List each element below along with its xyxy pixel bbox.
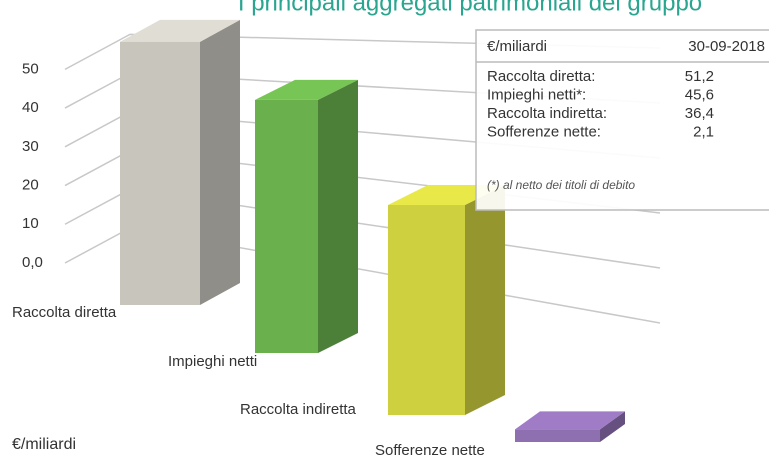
table-row-label: Raccolta indiretta: [487, 105, 607, 122]
bar-top [120, 19, 240, 42]
bar [388, 204, 465, 415]
table-row-label: Impieghi netti*: [487, 86, 586, 103]
table-row-value: 36,4 [685, 105, 714, 122]
table-row-value: 45,6 [685, 86, 714, 103]
bar-side [465, 184, 505, 415]
bar-top [255, 79, 358, 100]
table-note: (*) al netto dei titoli di debito [487, 178, 635, 192]
x-tick-label: Impieghi netti [168, 353, 257, 370]
chart-title: I principali aggregati patrimoniali del … [238, 0, 702, 16]
bar-side [318, 79, 358, 354]
bars [120, 19, 625, 442]
table-row-value: 51,2 [685, 68, 714, 85]
y-tick-label: 10 [22, 215, 39, 232]
bar [255, 99, 318, 353]
table-header: €/miliardi [487, 38, 547, 55]
bar-top [515, 411, 625, 430]
bar-side [200, 19, 240, 305]
y-tick-label: 50 [22, 60, 39, 77]
bar-side [600, 411, 625, 442]
x-tick-label: Raccolta diretta [12, 304, 117, 321]
y-tick-label: 30 [22, 138, 39, 155]
table-row-label: Sofferenze nette: [487, 123, 601, 140]
y-tick-label: 0,0 [22, 254, 43, 271]
y-tick-label: 40 [22, 99, 39, 116]
table-header: 30-09-2018 [688, 38, 765, 55]
table-box [475, 29, 769, 211]
x-tick-label: Sofferenze nette [375, 442, 485, 456]
bar [515, 429, 600, 442]
table-row-value: 2,1 [693, 123, 714, 140]
table-row-label: Raccolta diretta: [487, 68, 595, 85]
x-tick-label: Raccolta indiretta [240, 401, 357, 418]
y-tick-label: 20 [22, 177, 39, 194]
table: €/miliardi 30-09-2018 (*) al netto dei t… [475, 29, 769, 211]
bar [120, 41, 200, 305]
unit-label: €/miliardi [12, 436, 76, 453]
